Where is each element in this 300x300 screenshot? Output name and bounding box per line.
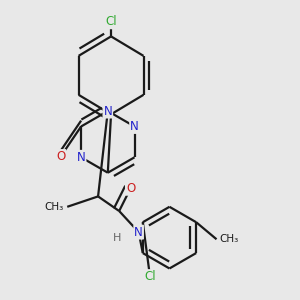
Text: O: O bbox=[56, 150, 65, 163]
Text: N: N bbox=[103, 105, 112, 118]
Text: H: H bbox=[113, 232, 122, 243]
Text: O: O bbox=[126, 182, 135, 195]
Text: N: N bbox=[77, 151, 85, 164]
Text: CH₃: CH₃ bbox=[45, 202, 64, 212]
Text: CH₃: CH₃ bbox=[220, 234, 239, 244]
Text: N: N bbox=[134, 226, 143, 238]
Text: N: N bbox=[130, 120, 139, 133]
Text: Cl: Cl bbox=[105, 15, 117, 28]
Text: Cl: Cl bbox=[144, 270, 156, 283]
